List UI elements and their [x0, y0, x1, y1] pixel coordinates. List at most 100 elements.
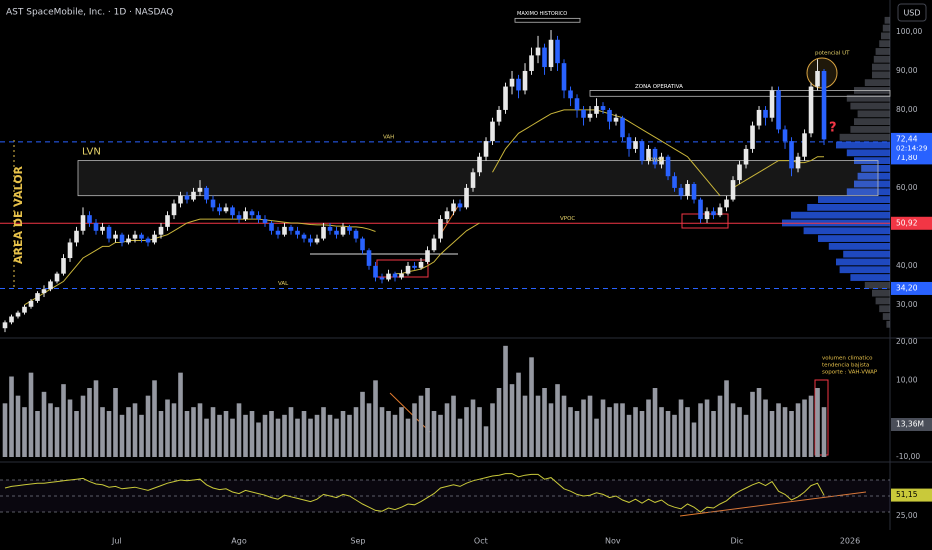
- candle-body: [223, 207, 229, 212]
- candle-body: [22, 306, 27, 313]
- volume-bar: [724, 380, 729, 457]
- volume-bar: [555, 384, 560, 457]
- volume-bar: [178, 372, 183, 457]
- volume-profile-bar: [791, 211, 890, 219]
- volume-profile-bar: [854, 118, 890, 126]
- candle-body: [568, 90, 573, 99]
- candle-body: [61, 258, 66, 274]
- rsi-tag-label: 51,15: [896, 490, 918, 499]
- candle-body: [139, 234, 144, 239]
- candle-body: [711, 211, 716, 216]
- volume-bar: [243, 414, 248, 457]
- volume-bar: [782, 407, 788, 457]
- candle-body: [425, 250, 430, 262]
- candle-body: [340, 226, 346, 235]
- volume-bar: [730, 403, 736, 457]
- candle-body: [217, 207, 222, 212]
- candle-body: [87, 215, 92, 223]
- candle-body: [48, 281, 53, 290]
- volume-profile-bar: [875, 48, 890, 55]
- zone: [589, 90, 891, 97]
- candle-body: [28, 300, 34, 307]
- candle-body: [555, 39, 560, 64]
- volume-bar: [256, 422, 261, 457]
- candle-body: [405, 265, 411, 274]
- level-name: VAL: [278, 281, 289, 287]
- annotation: soporte : VAH-VWAP: [822, 370, 878, 376]
- candle-body: [41, 289, 47, 294]
- x-tick-label: Dic: [731, 537, 744, 546]
- volume-bar: [412, 403, 417, 457]
- candle-body: [464, 187, 469, 208]
- level-tag-label: 34,20: [896, 283, 918, 292]
- y-tick-label: 10,00: [896, 375, 918, 384]
- currency[interactable]: USD: [903, 9, 920, 18]
- volume-profile-bar: [882, 313, 890, 320]
- volume-profile-bar: [850, 126, 890, 133]
- candle-body: [516, 78, 521, 91]
- volume-bar: [795, 403, 801, 457]
- candle-body: [366, 250, 372, 266]
- y-tick-label: -10,00: [896, 452, 920, 461]
- volume-bar: [321, 407, 326, 457]
- volume-bar: [87, 388, 92, 457]
- candle-body: [802, 133, 807, 157]
- candle-body: [152, 234, 157, 243]
- volume-bar: [613, 403, 619, 457]
- volume-bar: [165, 399, 170, 457]
- volume-bar: [464, 407, 469, 457]
- volume-bar: [132, 403, 138, 457]
- candle-body: [35, 293, 40, 301]
- volume-bar: [685, 407, 690, 457]
- volume-bar: [678, 399, 684, 457]
- candle-body: [301, 234, 307, 239]
- candle-body: [477, 156, 482, 173]
- volume-bar: [665, 411, 671, 457]
- candle-body: [295, 230, 300, 235]
- candle-body: [171, 203, 177, 216]
- volume-bar: [626, 414, 632, 457]
- volume-bar: [48, 403, 53, 457]
- candle-body: [490, 121, 495, 142]
- volume-bar: [373, 380, 378, 457]
- volume-bar: [756, 388, 762, 457]
- candle-body: [769, 90, 775, 118]
- volume-bar: [808, 395, 814, 457]
- volume-profile-bar: [873, 55, 890, 63]
- candle-body: [282, 226, 287, 235]
- volume-bar: [451, 395, 456, 457]
- candle-body: [639, 141, 645, 161]
- candle-body: [93, 222, 99, 231]
- candle-body: [204, 187, 209, 200]
- candle-body: [724, 199, 729, 208]
- candle-body: [126, 238, 131, 243]
- volume-profile-bar: [872, 71, 890, 79]
- candle-body: [594, 106, 599, 114]
- volume-bar: [529, 357, 534, 457]
- volume-bar: [223, 411, 229, 457]
- volume-profile-bar: [857, 110, 890, 118]
- candle-body: [587, 113, 593, 118]
- candle-body: [808, 86, 814, 134]
- x-tick-label: Ago: [231, 537, 247, 546]
- level-name: VPOC: [560, 216, 575, 222]
- candle-body: [743, 148, 749, 165]
- candle-body: [288, 226, 294, 231]
- candle-body: [106, 226, 112, 239]
- candle-body: [321, 226, 326, 239]
- volume-bar: [548, 403, 554, 457]
- currency-button[interactable]: [897, 3, 927, 22]
- level-tag-label: 50,92: [896, 218, 918, 227]
- volume-bar: [568, 407, 573, 457]
- volume-profile-bar: [854, 180, 890, 188]
- level-tag-label: 71,80: [896, 153, 918, 162]
- volume-bar: [457, 418, 463, 457]
- candle-body: [503, 86, 508, 110]
- candle-body: [776, 90, 781, 130]
- candle-body: [789, 141, 794, 169]
- candle-body: [236, 215, 242, 220]
- volume-bar: [301, 411, 307, 457]
- candle-body: [308, 238, 313, 243]
- volume-bar: [152, 380, 157, 457]
